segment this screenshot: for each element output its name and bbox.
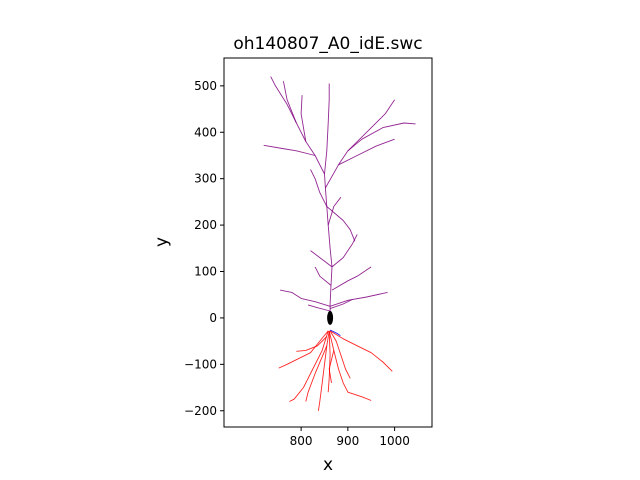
y-tick-label: 500 xyxy=(194,79,217,93)
series-0-branch-15 xyxy=(314,266,332,286)
series-1 xyxy=(278,330,393,411)
series-0-branch-5 xyxy=(325,99,395,189)
soma-marker xyxy=(327,310,334,325)
x-axis-label: x xyxy=(323,455,333,475)
series-0-branch-6 xyxy=(338,138,395,166)
series-0-branch-3 xyxy=(300,95,307,142)
series-0-branch-19 xyxy=(307,304,331,312)
y-tick-label: 200 xyxy=(194,218,217,232)
series-1-branch-9 xyxy=(328,350,335,383)
chart-title: oh140807_A0_idE.swc xyxy=(233,34,422,54)
series-0-branch-10 xyxy=(327,196,342,226)
series-1-branch-2 xyxy=(278,330,329,369)
series-1-branch-8 xyxy=(305,345,328,402)
y-tick-label: 300 xyxy=(194,172,217,186)
x-tick-label: 1000 xyxy=(379,434,410,448)
series-0-branch-12 xyxy=(331,234,358,268)
series-0-branch-9 xyxy=(310,169,328,207)
series-0-branch-16 xyxy=(329,291,388,307)
series-1-branch-5 xyxy=(329,330,351,379)
y-tick-label: −100 xyxy=(184,357,217,371)
y-tick-label: 400 xyxy=(194,125,217,139)
series-0 xyxy=(263,76,416,316)
series-2 xyxy=(329,329,341,336)
series-2-branch-0 xyxy=(329,329,341,336)
series-0-branch-4 xyxy=(324,83,330,175)
y-tick-label: 100 xyxy=(194,265,217,279)
y-tick-label: −200 xyxy=(184,404,217,418)
y-axis: −200 −100 0 100 200 300 400 500 xyxy=(184,79,224,418)
series-0-branch-14 xyxy=(331,266,372,291)
x-tick-label: 900 xyxy=(336,434,359,448)
series-1-branch-0 xyxy=(317,330,330,411)
series-1-branch-3 xyxy=(289,330,329,402)
x-tick-label: 800 xyxy=(290,434,313,448)
series-1-branch-6 xyxy=(296,336,328,352)
plot-area xyxy=(263,76,416,411)
x-axis: 800 900 1000 xyxy=(290,427,410,448)
y-tick-label: 0 xyxy=(209,311,217,325)
series-0-branch-13 xyxy=(310,250,333,268)
series-0-branch-17 xyxy=(280,289,331,307)
axes-frame xyxy=(223,57,433,428)
y-axis-label: y xyxy=(152,237,172,247)
series-0-branch-8 xyxy=(263,144,316,156)
series-0-branch-7 xyxy=(347,122,416,152)
series-0-branch-0 xyxy=(324,173,333,316)
series-0-branch-2 xyxy=(282,81,297,124)
series-0-branch-18 xyxy=(329,298,353,310)
series-0-branch-11 xyxy=(326,206,356,242)
series-1-branch-4 xyxy=(329,330,393,372)
